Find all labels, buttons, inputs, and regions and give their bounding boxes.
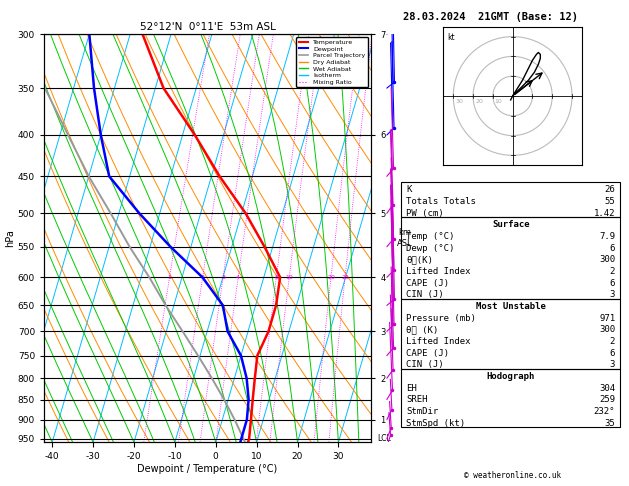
- Text: 55: 55: [604, 197, 615, 206]
- Text: StmDir: StmDir: [406, 407, 438, 416]
- Text: θᴇ (K): θᴇ (K): [406, 325, 438, 334]
- Text: 25: 25: [341, 275, 349, 280]
- Y-axis label: hPa: hPa: [5, 229, 15, 247]
- Text: 26: 26: [604, 185, 615, 194]
- Text: 28.03.2024  21GMT (Base: 12): 28.03.2024 21GMT (Base: 12): [403, 12, 578, 22]
- Text: Hodograph: Hodograph: [487, 372, 535, 381]
- Text: kt: kt: [447, 33, 455, 42]
- Text: 304: 304: [599, 383, 615, 393]
- Text: 971: 971: [599, 313, 615, 323]
- Text: 7.9: 7.9: [599, 232, 615, 241]
- Text: 6: 6: [610, 278, 615, 288]
- Text: 30: 30: [455, 100, 463, 104]
- Text: 300: 300: [599, 255, 615, 264]
- Text: θᴇ(K): θᴇ(K): [406, 255, 433, 264]
- Text: 6: 6: [610, 243, 615, 253]
- Text: K: K: [406, 185, 412, 194]
- X-axis label: Dewpoint / Temperature (°C): Dewpoint / Temperature (°C): [138, 464, 277, 474]
- Text: 20: 20: [327, 275, 335, 280]
- Text: PW (cm): PW (cm): [406, 208, 444, 218]
- Text: Most Unstable: Most Unstable: [476, 302, 546, 311]
- Text: © weatheronline.co.uk: © weatheronline.co.uk: [464, 471, 561, 480]
- Text: 6: 6: [610, 348, 615, 358]
- Text: 3: 3: [610, 290, 615, 299]
- Text: SREH: SREH: [406, 395, 428, 404]
- Text: 2: 2: [201, 275, 204, 280]
- Text: 10: 10: [286, 275, 293, 280]
- Text: 3: 3: [610, 360, 615, 369]
- Text: 35: 35: [604, 418, 615, 428]
- Text: 1.42: 1.42: [594, 208, 615, 218]
- Text: 1: 1: [167, 275, 172, 280]
- Text: 3: 3: [221, 275, 225, 280]
- Text: 300: 300: [599, 325, 615, 334]
- Text: Pressure (mb): Pressure (mb): [406, 313, 476, 323]
- Text: 10: 10: [495, 100, 503, 104]
- Text: EH: EH: [406, 383, 417, 393]
- Text: Surface: Surface: [492, 220, 530, 229]
- Y-axis label: km
ASL: km ASL: [397, 228, 413, 248]
- Text: CAPE (J): CAPE (J): [406, 278, 449, 288]
- Text: CIN (J): CIN (J): [406, 360, 444, 369]
- Text: StmSpd (kt): StmSpd (kt): [406, 418, 465, 428]
- Text: 4: 4: [236, 275, 240, 280]
- Text: 2: 2: [610, 337, 615, 346]
- Text: CIN (J): CIN (J): [406, 290, 444, 299]
- Text: CAPE (J): CAPE (J): [406, 348, 449, 358]
- Text: Lifted Index: Lifted Index: [406, 267, 471, 276]
- Text: Temp (°C): Temp (°C): [406, 232, 455, 241]
- Text: 2: 2: [610, 267, 615, 276]
- Text: Lifted Index: Lifted Index: [406, 337, 471, 346]
- Text: 20: 20: [475, 100, 483, 104]
- Title: 52°12'N  0°11'E  53m ASL: 52°12'N 0°11'E 53m ASL: [140, 22, 276, 32]
- Text: Dewp (°C): Dewp (°C): [406, 243, 455, 253]
- Text: 232°: 232°: [594, 407, 615, 416]
- Text: 8: 8: [274, 275, 278, 280]
- Legend: Temperature, Dewpoint, Parcel Trajectory, Dry Adiabat, Wet Adiabat, Isotherm, Mi: Temperature, Dewpoint, Parcel Trajectory…: [296, 37, 368, 87]
- Text: LCL: LCL: [377, 434, 391, 443]
- Text: Totals Totals: Totals Totals: [406, 197, 476, 206]
- Text: 259: 259: [599, 395, 615, 404]
